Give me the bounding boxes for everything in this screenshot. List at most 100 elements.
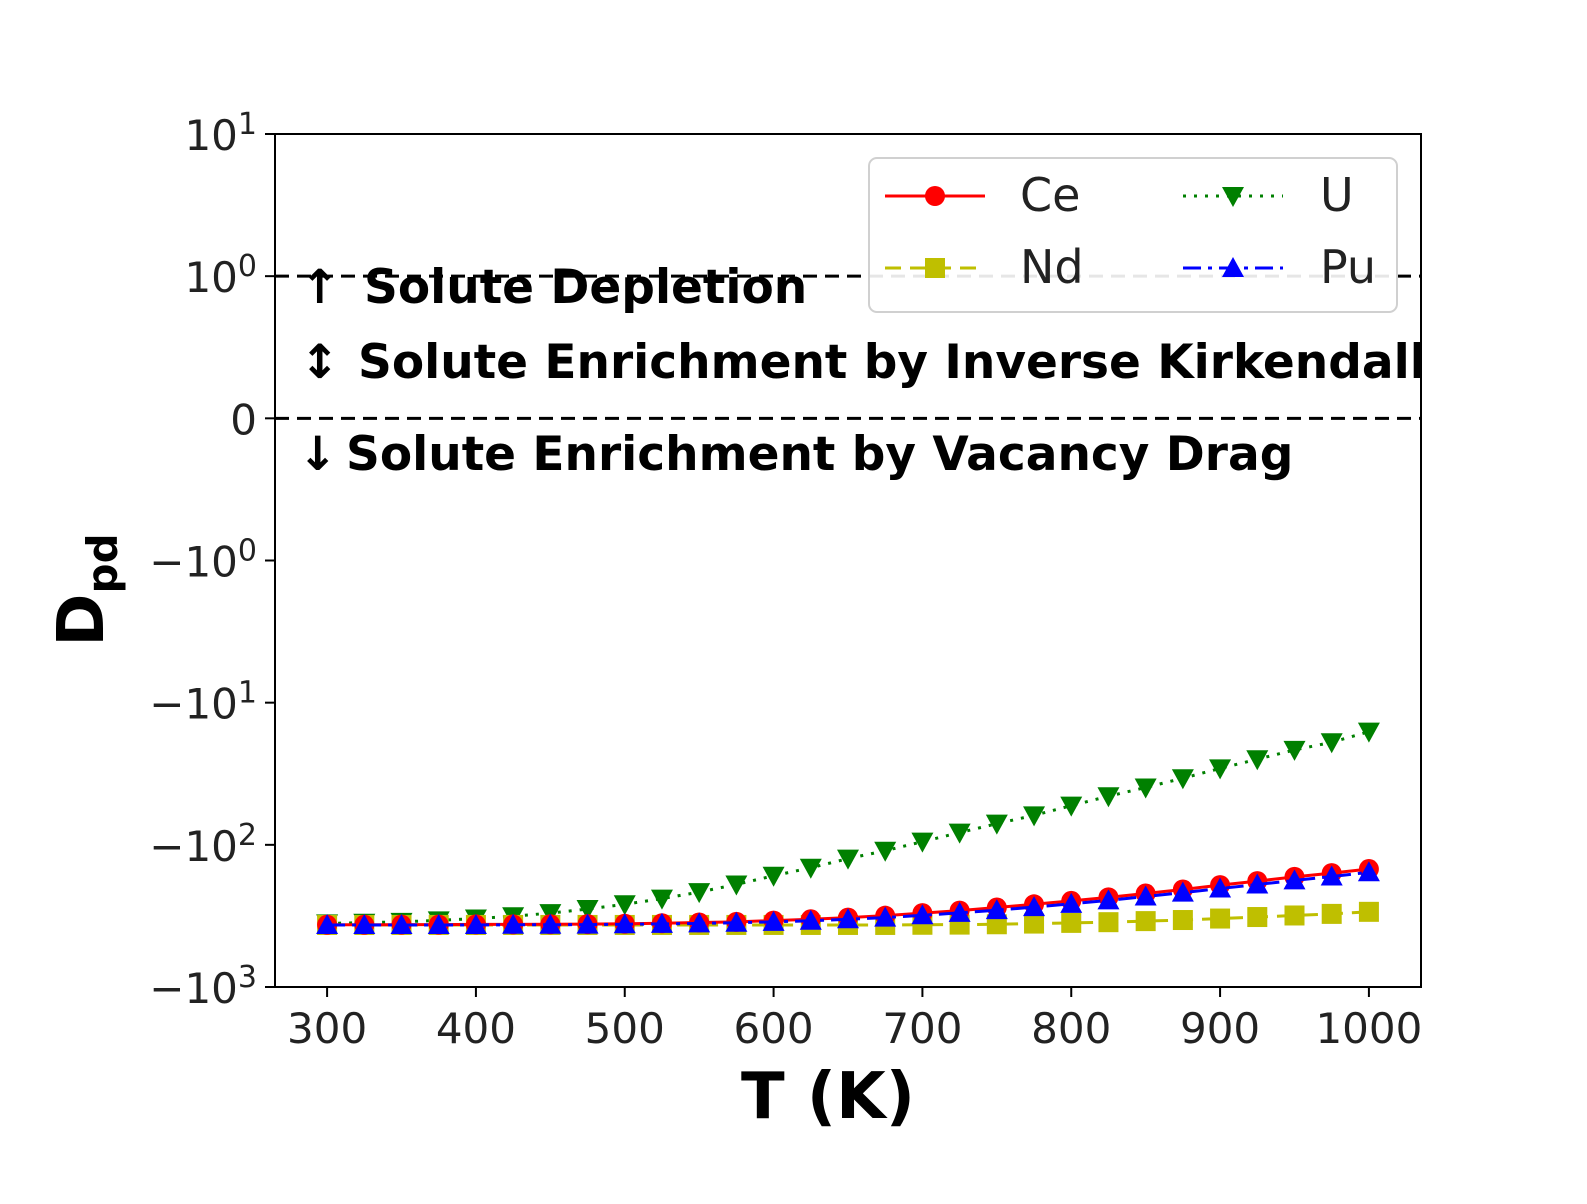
data-point-pu — [1320, 865, 1343, 886]
y-tick-label-base: −10 — [149, 538, 238, 587]
series-layer — [316, 722, 1380, 935]
y-tick-label: 100 — [184, 249, 257, 302]
data-point-nd — [1247, 907, 1268, 928]
y-tick-label: −101 — [149, 676, 257, 729]
data-point-pu — [985, 899, 1008, 920]
data-point-u — [650, 889, 673, 910]
legend-label-nd: Nd — [1020, 240, 1084, 294]
data-point-pu — [464, 913, 487, 934]
legend-label-pu: Pu — [1320, 240, 1376, 294]
y-tick-label-base: 0 — [230, 395, 257, 444]
data-point-pu — [502, 913, 525, 934]
legend-marker-ce — [925, 186, 945, 206]
data-point-pu — [650, 912, 673, 933]
data-point-pu — [1134, 885, 1157, 906]
data-point-pu — [353, 913, 376, 934]
x-axis-title: T (K) — [741, 1060, 915, 1134]
y-axis-title-text: Dpd — [45, 533, 127, 646]
annotation-inverse-kirkendall-text: Solute Enrichment by Inverse Kirkendall — [358, 335, 1426, 390]
data-point-u — [1060, 796, 1083, 817]
data-point-u — [725, 875, 748, 896]
legend-items — [885, 186, 1283, 278]
annotation-vacancy-drag: ↓ Solute Enrichment by Vacancy Drag — [298, 427, 1293, 482]
annotation-depletion-arrow: ↑ — [300, 260, 339, 315]
legend-marker-pu — [1222, 257, 1244, 277]
legend-label-ce: Ce — [1020, 168, 1080, 222]
data-point-pu — [948, 901, 971, 922]
y-tick-label-base: −10 — [149, 964, 238, 1013]
data-point-pu — [390, 913, 413, 934]
data-point-u — [799, 858, 822, 879]
y-tick-label-exponent: 1 — [238, 107, 257, 142]
y-tick-label-exponent: 3 — [238, 960, 257, 995]
x-tick-label: 900 — [1180, 1004, 1260, 1053]
data-point-u — [1320, 733, 1343, 754]
y-axis-title-main: D — [45, 594, 119, 647]
data-point-pu — [1246, 873, 1269, 894]
y-tick-label-base: −10 — [149, 822, 238, 871]
data-point-u — [613, 895, 636, 916]
legend-marker-u — [1222, 187, 1244, 207]
data-point-u — [948, 823, 971, 844]
y-axis-title: Dpd — [45, 533, 127, 646]
data-point-pu — [725, 911, 748, 932]
data-point-pu — [1097, 889, 1120, 910]
data-point-pu — [427, 913, 450, 934]
x-tick-label: 400 — [436, 1004, 516, 1053]
data-point-nd — [1358, 901, 1379, 922]
y-tick-label-exponent: 0 — [238, 249, 257, 284]
x-tick-label: 600 — [733, 1004, 813, 1053]
data-point-u — [985, 814, 1008, 835]
annotation-inverse-kirkendall: ↕ Solute Enrichment by Inverse Kirkendal… — [300, 335, 1426, 390]
data-point-u — [1283, 740, 1306, 761]
data-point-pu — [837, 908, 859, 929]
y-tick-label: −102 — [149, 818, 257, 871]
data-point-u — [1097, 787, 1120, 808]
legend: Ce Nd U Pu — [868, 157, 1398, 313]
data-point-u — [1246, 750, 1269, 771]
data-point-u — [1357, 722, 1380, 743]
data-point-pu — [799, 909, 822, 930]
annotation-vacancy-drag-arrow: ↓ — [298, 427, 337, 482]
data-point-nd — [1024, 913, 1045, 934]
legend-box — [868, 157, 1398, 313]
data-point-pu — [1060, 892, 1083, 913]
annotation-inverse-kirkendall-arrow: ↕ — [300, 335, 339, 390]
data-point-nd — [1284, 905, 1305, 926]
data-point-pu — [911, 904, 934, 925]
data-point-nd — [1172, 910, 1193, 931]
data-point-pu — [762, 910, 785, 931]
data-point-pu — [613, 913, 636, 934]
legend-marker-nd — [925, 258, 945, 278]
data-point-u — [576, 900, 599, 921]
data-point-u — [1209, 759, 1232, 780]
data-point-pu — [1023, 896, 1046, 917]
y-axis-title-subscript: pd — [78, 533, 127, 593]
x-axis: 300 400 500 600 700 800 900 1000 — [287, 987, 1422, 1053]
data-point-u — [1134, 778, 1157, 799]
data-point-u — [762, 866, 785, 887]
data-point-u — [837, 849, 859, 870]
data-point-nd — [1135, 911, 1156, 932]
y-tick-label-exponent: 2 — [238, 818, 257, 853]
y-tick-label: −103 — [149, 960, 257, 1013]
data-point-u — [1023, 806, 1046, 827]
data-point-pu — [688, 912, 711, 933]
y-tick-label-base: 10 — [184, 111, 237, 160]
y-tick-label: −100 — [149, 534, 257, 587]
y-tick-label-base: 10 — [184, 253, 237, 302]
data-point-pu — [1283, 869, 1306, 890]
series-pu — [316, 861, 1380, 934]
data-point-nd — [986, 914, 1007, 935]
y-tick-label-exponent: 1 — [238, 676, 257, 711]
annotation-depletion: ↑ Solute Depletion — [300, 260, 807, 315]
data-point-u — [1171, 769, 1194, 790]
data-point-pu — [874, 906, 897, 927]
data-point-pu — [576, 913, 599, 934]
data-point-pu — [539, 913, 562, 934]
y-tick-label-base: −10 — [149, 680, 238, 729]
data-point-u — [688, 883, 711, 904]
annotation-depletion-text: Solute Depletion — [364, 260, 807, 315]
